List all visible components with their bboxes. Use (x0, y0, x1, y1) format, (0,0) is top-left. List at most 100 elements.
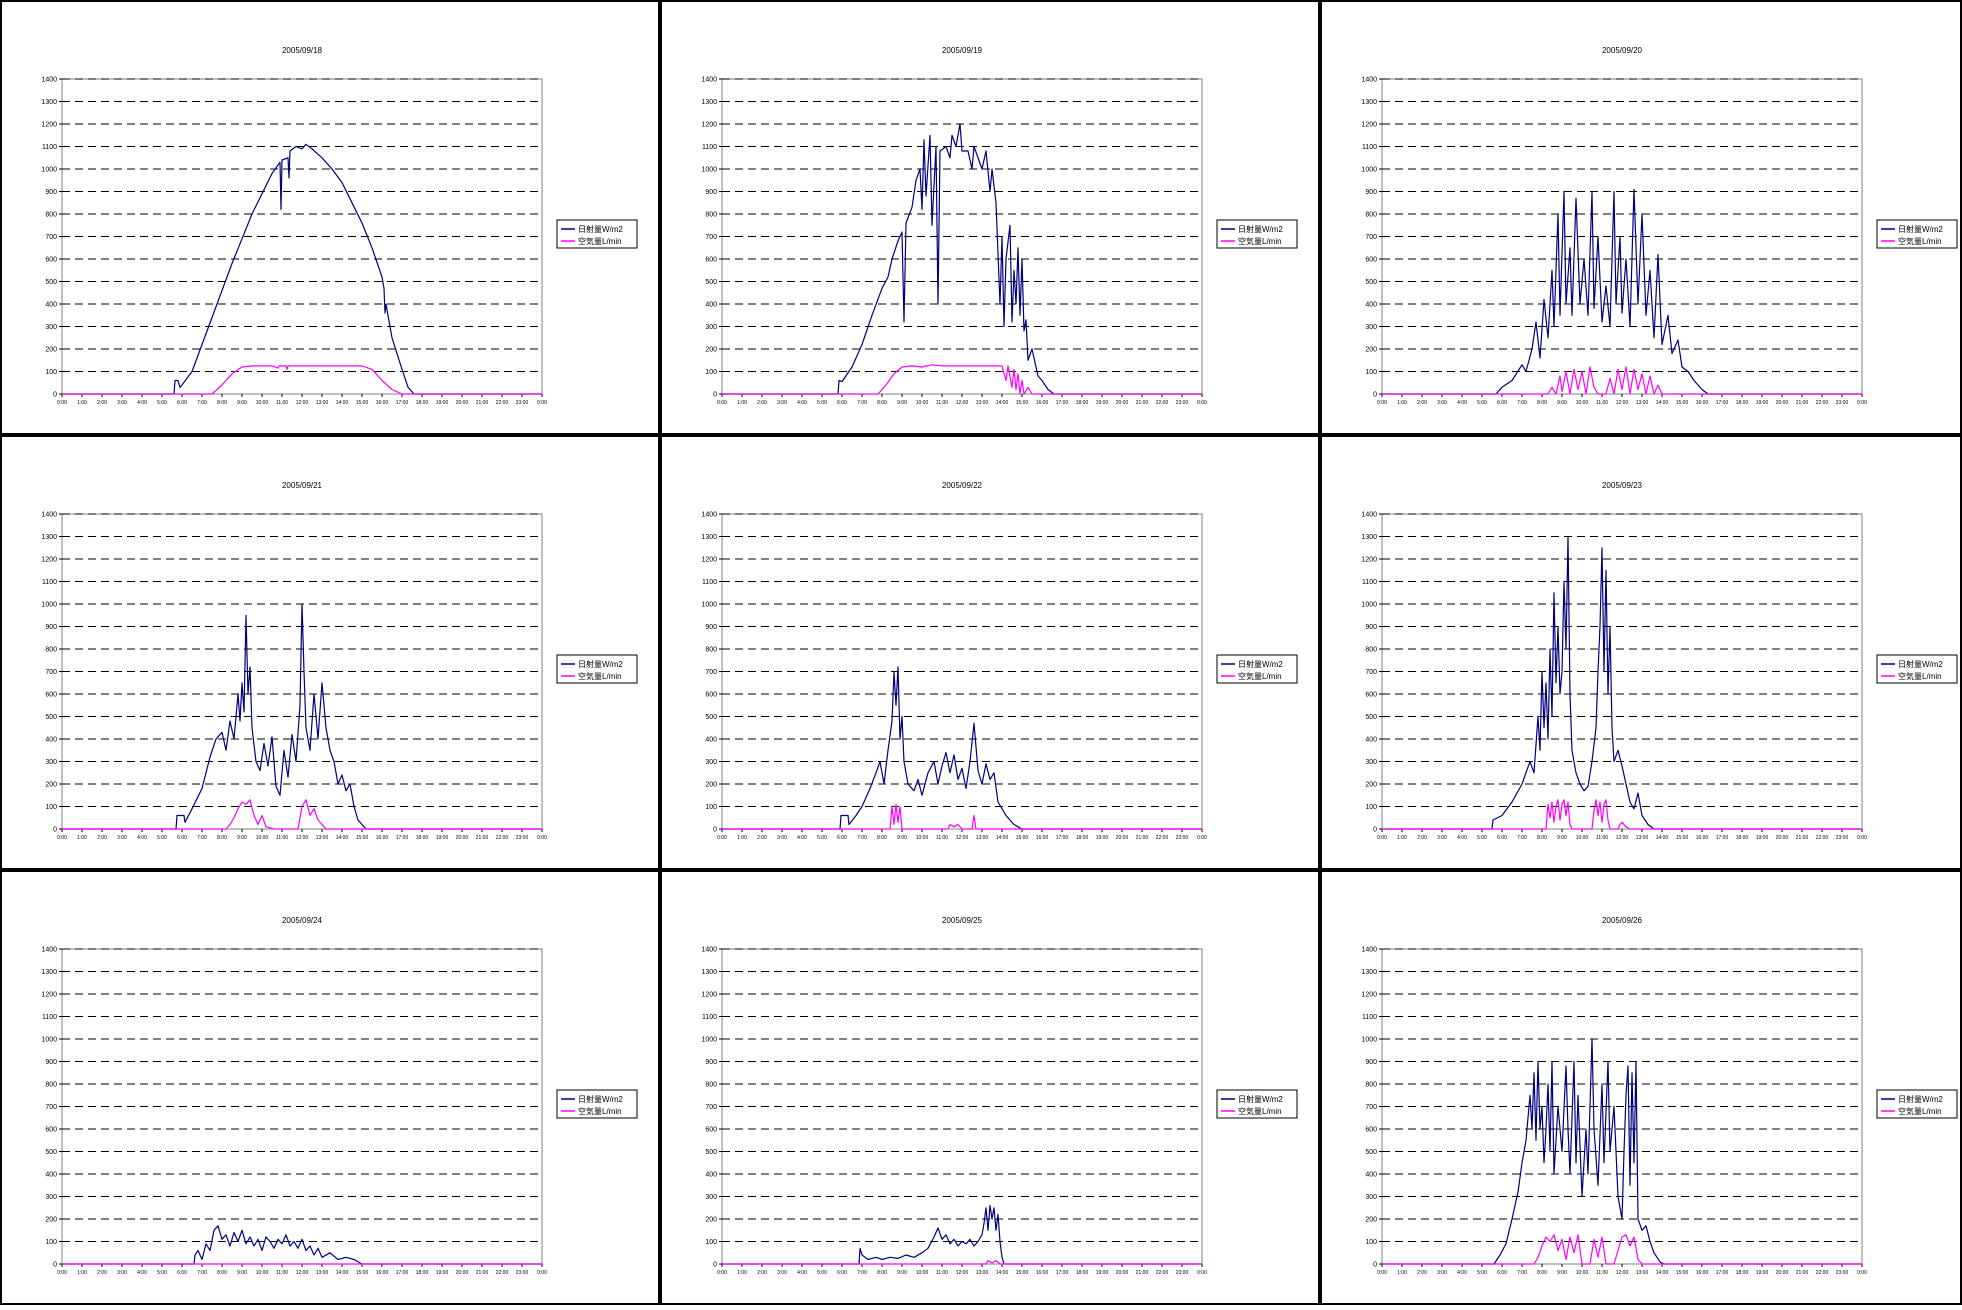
y-tick-label: 800 (1365, 1082, 1377, 1089)
series-line-air (722, 364, 1202, 395)
y-tick-label: 0 (53, 392, 57, 399)
x-tick-label: 14:00 (336, 835, 349, 841)
x-tick-label: 22:00 (1156, 400, 1169, 406)
x-tick-label: 8:00 (1537, 1270, 1547, 1276)
x-tick-label: 18:00 (1736, 400, 1749, 406)
x-tick-label: 16:00 (376, 835, 389, 841)
x-tick-label: 23:00 (1836, 400, 1849, 406)
y-tick-label: 200 (1365, 347, 1377, 354)
y-tick-label: 200 (705, 782, 717, 789)
y-tick-label: 600 (1365, 692, 1377, 699)
y-tick-label: 500 (1365, 279, 1377, 286)
chart-panel: 2005/09/21 0 100 200 300 400 500 600 700 800 900 10… (0, 435, 660, 870)
y-tick-label: 700 (1365, 669, 1377, 676)
y-tick-label: 200 (705, 1217, 717, 1224)
y-tick-label: 900 (45, 189, 57, 196)
y-tick-label: 600 (45, 1127, 57, 1134)
y-tick-label: 500 (45, 714, 57, 721)
x-tick-label: 17:00 (396, 1270, 409, 1276)
chart-panel: 2005/09/19 0 100 200 300 400 500 600 700 800 900 10… (660, 0, 1320, 435)
x-tick-label: 12:00 (956, 400, 969, 406)
x-tick-label: 16:00 (1696, 835, 1709, 841)
y-tick-label: 1000 (701, 602, 717, 609)
legend-box (1876, 1089, 1958, 1119)
x-tick-label: 20:00 (1116, 835, 1129, 841)
x-tick-label: 18:00 (1076, 1270, 1089, 1276)
legend-box (1876, 654, 1958, 684)
x-tick-label: 12:00 (1616, 1270, 1629, 1276)
y-tick-label: 100 (1365, 804, 1377, 811)
y-tick-label: 800 (45, 212, 57, 219)
x-tick-label: 10:00 (1576, 1270, 1589, 1276)
y-tick-label: 1200 (1361, 992, 1377, 999)
legend-box (556, 654, 638, 684)
x-tick-label: 17:00 (396, 835, 409, 841)
chart-title: 2005/09/19 (942, 46, 983, 55)
chart-svg: 2005/09/26 0 100 200 300 400 500 600 700 800 900 10… (1320, 870, 1962, 1305)
y-tick-label: 1300 (701, 99, 717, 106)
x-tick-label: 22:00 (1156, 835, 1169, 841)
x-tick-label: 5:00 (1477, 1270, 1487, 1276)
x-tick-label: 0:00 (57, 835, 67, 841)
y-tick-label: 0 (713, 392, 717, 399)
x-tick-label: 15:00 (1676, 835, 1689, 841)
chart-svg: 2005/09/21 0 100 200 300 400 500 600 700 800 900 10… (0, 435, 660, 870)
x-tick-label: 11:00 (1596, 1270, 1608, 1276)
legend-label: 空気量L/min (578, 236, 622, 246)
y-tick-label: 1000 (41, 602, 57, 609)
x-tick-label: 0:00 (1377, 400, 1387, 406)
series-line-air (722, 1260, 1202, 1265)
x-tick-label: 2:00 (1417, 835, 1427, 841)
x-tick-label: 16:00 (376, 1270, 389, 1276)
legend-box (556, 219, 638, 249)
series-line-air (1382, 799, 1862, 830)
chart-panel: 2005/09/23 0 100 200 300 400 500 600 700 800 900 10… (1320, 435, 1962, 870)
x-tick-label: 14:00 (996, 1270, 1009, 1276)
y-tick-label: 600 (1365, 257, 1377, 264)
x-tick-label: 2:00 (757, 1270, 767, 1276)
y-tick-label: 200 (705, 347, 717, 354)
x-tick-label: 21:00 (1796, 400, 1809, 406)
x-tick-label: 6:00 (1497, 835, 1507, 841)
x-tick-label: 6:00 (177, 1270, 187, 1276)
x-tick-label: 13:00 (316, 400, 329, 406)
x-tick-label: 9:00 (237, 835, 247, 841)
y-tick-label: 1300 (1361, 534, 1377, 541)
x-tick-label: 5:00 (1477, 400, 1487, 406)
x-tick-label: 1:00 (737, 835, 747, 841)
x-tick-label: 21:00 (1796, 1270, 1809, 1276)
y-tick-label: 300 (705, 759, 717, 766)
chart-title: 2005/09/26 (1602, 916, 1643, 925)
x-tick-label: 0:00 (537, 400, 547, 406)
x-tick-label: 14:00 (996, 835, 1009, 841)
x-tick-label: 13:00 (976, 1270, 989, 1276)
y-tick-label: 400 (1365, 737, 1377, 744)
x-tick-label: 9:00 (897, 1270, 907, 1276)
x-tick-label: 5:00 (157, 835, 167, 841)
x-tick-label: 19:00 (436, 1270, 449, 1276)
x-tick-label: 14:00 (1656, 1270, 1669, 1276)
x-tick-label: 18:00 (416, 400, 429, 406)
y-tick-label: 1200 (41, 122, 57, 129)
x-tick-label: 20:00 (456, 1270, 469, 1276)
x-tick-label: 0:00 (57, 400, 67, 406)
x-tick-label: 16:00 (1696, 400, 1709, 406)
y-tick-label: 600 (705, 1127, 717, 1134)
x-tick-label: 13:00 (1636, 1270, 1649, 1276)
x-tick-label: 20:00 (1116, 400, 1129, 406)
series-line-solar (62, 603, 542, 830)
y-tick-label: 1100 (1362, 144, 1377, 151)
x-tick-label: 4:00 (797, 835, 807, 841)
y-tick-label: 400 (1365, 302, 1377, 309)
x-tick-label: 0:00 (537, 1270, 547, 1276)
y-tick-label: 1000 (701, 167, 717, 174)
y-tick-label: 500 (45, 279, 57, 286)
x-tick-label: 15:00 (356, 835, 369, 841)
x-tick-label: 12:00 (1616, 400, 1629, 406)
y-tick-label: 100 (45, 1239, 57, 1246)
x-tick-label: 16:00 (1036, 1270, 1049, 1276)
legend-box (1876, 219, 1958, 249)
x-tick-label: 20:00 (456, 835, 469, 841)
y-tick-label: 500 (705, 279, 717, 286)
